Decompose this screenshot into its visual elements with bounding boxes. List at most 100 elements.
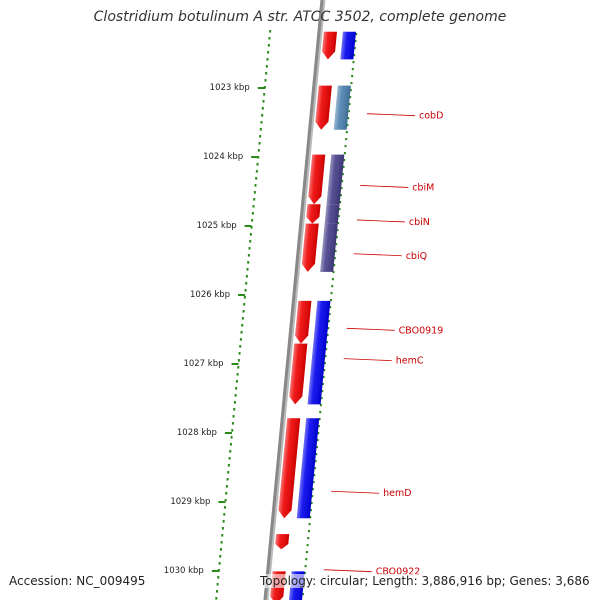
gene-shading [324, 204, 340, 224]
scale-tick-label: 1028 kbp [177, 428, 217, 438]
scale-dot [307, 530, 310, 533]
scale-dot [261, 114, 264, 117]
scale-dot [246, 268, 249, 271]
scale-dot [321, 383, 324, 386]
scale-dot [233, 408, 236, 411]
scale-dot [304, 565, 307, 568]
scale-dot [269, 30, 272, 33]
scale-dot [256, 163, 259, 166]
gene-label-leader [353, 253, 402, 257]
scale-dot [351, 68, 354, 71]
scale-dot [328, 313, 331, 316]
scale-dot [216, 583, 219, 586]
scale-dot [339, 194, 342, 197]
scale-dot [331, 278, 334, 281]
scale-dot [259, 128, 262, 131]
scale-tick [218, 501, 226, 503]
gene-feature [340, 31, 356, 60]
gene-shading [333, 85, 351, 130]
scale-tick [224, 432, 232, 434]
scale-dot [221, 527, 224, 530]
scale-dot [319, 404, 322, 407]
scale-tick [211, 570, 219, 572]
scale-dot [225, 485, 228, 488]
scale-dot [257, 149, 260, 152]
gene-label-leader [356, 219, 405, 223]
scale-dot [253, 191, 256, 194]
scale-tick [231, 363, 239, 365]
scale-tick-label: 1023 kbp [210, 83, 250, 93]
scale-dot [237, 366, 240, 369]
scale-dot [306, 544, 309, 547]
scale-dot [309, 509, 312, 512]
gene-features [270, 31, 356, 600]
scale-dot [255, 177, 258, 180]
scale-dot [351, 75, 354, 78]
gene-feature [275, 534, 290, 550]
gene-shading [295, 300, 312, 344]
scale-dot [336, 229, 339, 232]
scale-dot [259, 135, 262, 138]
gene-shading [296, 418, 320, 519]
scale-dots [215, 30, 358, 600]
scale-dot [313, 467, 316, 470]
scale-dot [347, 110, 350, 113]
scale-dot [267, 51, 270, 54]
scale-dot [226, 478, 229, 481]
scale-dot [326, 334, 329, 337]
scale-dot [262, 100, 265, 103]
gene-shading [340, 31, 356, 60]
scale-dot [305, 558, 308, 561]
scale-dot [220, 541, 223, 544]
scale-dot [265, 72, 268, 75]
gene-label-cbim: cbiM [412, 182, 434, 193]
scale-dot [323, 369, 326, 372]
gene-label-leader [346, 327, 395, 331]
scale-dot [242, 310, 245, 313]
scale-dot [319, 411, 322, 414]
scale-dot [346, 124, 349, 127]
scale-dot [241, 317, 244, 320]
gene-shading [315, 85, 332, 130]
scale-dot [236, 373, 239, 376]
gene-feature [333, 85, 351, 130]
scale-dot [342, 166, 345, 169]
scale-dot [301, 593, 304, 596]
scale-dot [234, 394, 237, 397]
scale-dot [264, 79, 267, 82]
gene-label-hemd: hemD [383, 488, 411, 499]
gene-label-leader [360, 185, 409, 188]
scale-tick [251, 156, 259, 158]
scale-tick-label: 1024 kbp [203, 152, 243, 162]
scale-dot [229, 450, 232, 453]
scale-dot [265, 65, 268, 68]
gene-label-leader [331, 490, 380, 494]
scale-dot [308, 523, 311, 526]
scale-dot [235, 380, 238, 383]
scale-dot [313, 474, 316, 477]
scale-dot [324, 355, 327, 358]
scale-dot [355, 33, 358, 36]
scale-dot [325, 348, 328, 351]
scale-dot [224, 499, 227, 502]
scale-dot [266, 58, 269, 61]
gene-label-cobd: cobD [419, 111, 443, 122]
scale-dot [344, 145, 347, 148]
scale-dot [314, 460, 317, 463]
scale-dot [218, 562, 221, 565]
gene-shading [306, 204, 321, 224]
scale-dot [215, 590, 218, 593]
scale-dot [345, 138, 348, 141]
gene-shading [322, 31, 337, 60]
gene-label-leader [366, 113, 416, 117]
scale-dot [219, 555, 222, 558]
scale-dot [354, 40, 357, 43]
scale-dot [334, 250, 337, 253]
scale-dot [332, 271, 335, 274]
scale-dot [263, 93, 266, 96]
scale-dot [217, 576, 220, 579]
scale-dot [345, 131, 348, 134]
gene-feature [289, 343, 308, 405]
scale-dot [337, 222, 340, 225]
